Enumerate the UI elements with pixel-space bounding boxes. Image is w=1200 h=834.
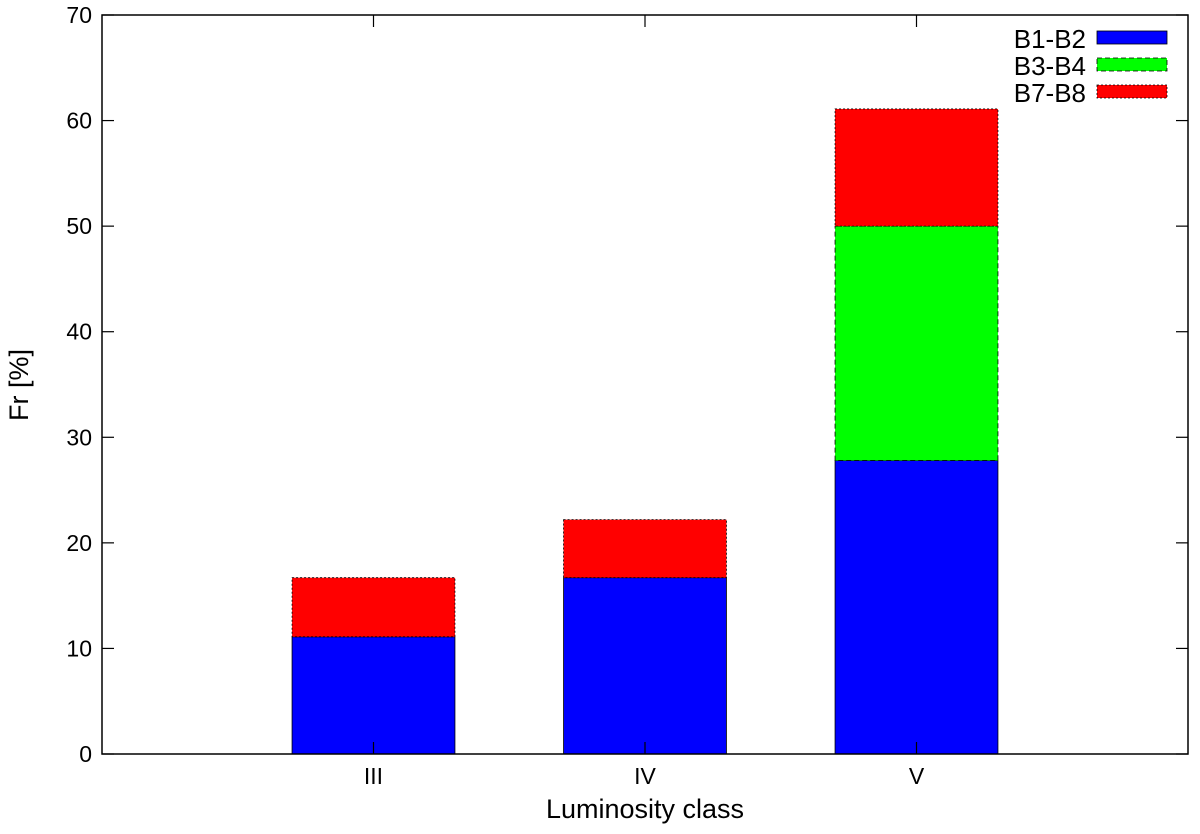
legend-label-b1-b2: B1-B2 [1014,24,1086,54]
y-tick-label: 50 [66,213,92,239]
y-axis-label: Fr [%] [4,349,34,421]
bar-iii-b7-b8 [291,577,456,638]
legend-swatch-b1-b2 [1096,30,1168,45]
legend-label-b3-b4: B3-B4 [1014,51,1086,81]
y-tick-label: 40 [66,319,92,345]
bars-layer [291,108,999,755]
y-tick-label: 10 [66,635,92,661]
bar-v-b7-b8 [834,108,999,227]
x-axis-label: Luminosity class [546,794,744,824]
y-tick-label: 20 [66,530,92,556]
y-tick-label: 60 [66,108,92,134]
bar-v-b1-b2 [834,460,999,755]
legend-swatch-b7-b8 [1096,84,1168,99]
x-axis: III IV V [364,15,925,789]
bar-iv-b7-b8 [563,519,727,579]
x-tick-label: V [909,763,925,789]
bar-v-b3-b4 [834,225,999,461]
legend-swatch-b3-b4 [1096,57,1168,72]
y-tick-label: 30 [66,424,92,450]
legend-label-b7-b8: B7-B8 [1014,78,1086,108]
y-tick-label: 70 [66,2,92,28]
x-tick-label: IV [634,763,656,789]
bar-iv-b1-b2 [563,577,727,755]
y-tick-label: 0 [79,741,92,767]
x-tick-label: III [364,763,383,789]
bar-iii-b1-b2 [291,636,456,755]
y-axis: 0 10 20 30 40 50 60 70 [66,2,1188,767]
